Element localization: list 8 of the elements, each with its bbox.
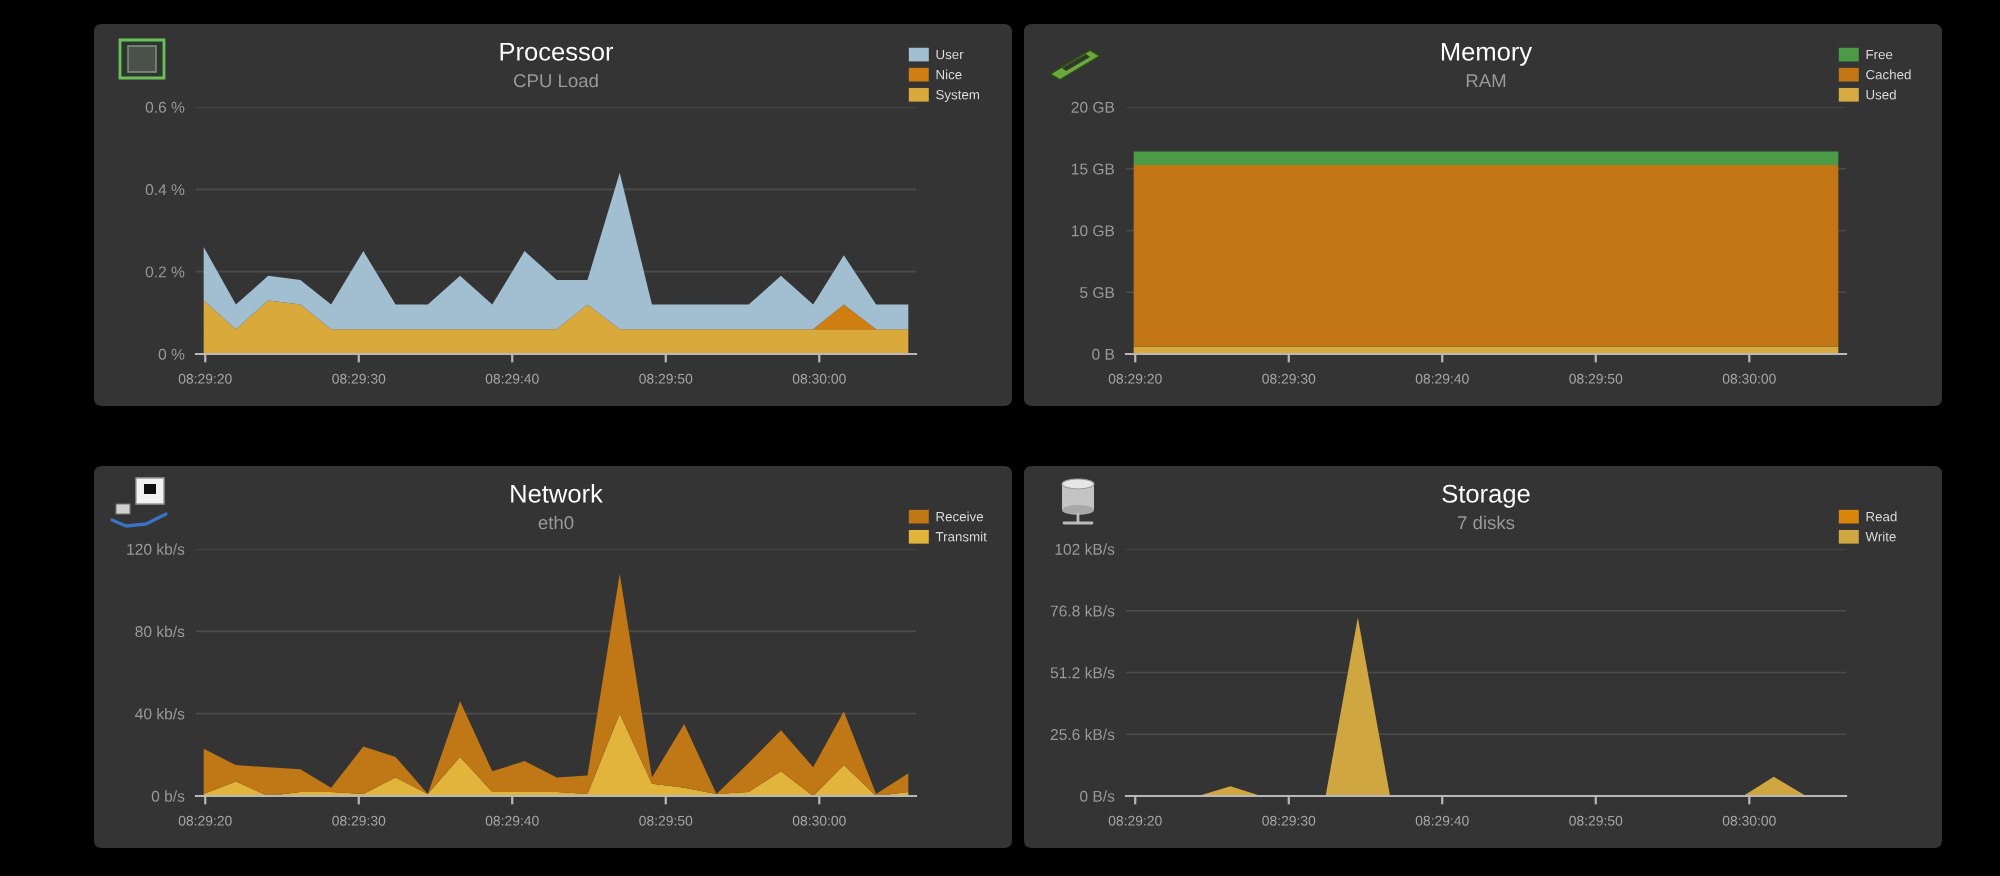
chart-subtitle: 7 disks <box>1457 515 1515 530</box>
chart-subtitle: RAM <box>1466 74 1506 88</box>
chart-title: Storage <box>1442 484 1530 508</box>
chart-title: Memory <box>1441 42 1533 66</box>
chart-subtitle: CPU Load <box>514 73 598 88</box>
chart-title: Network <box>511 483 603 503</box>
chart-title: Processor <box>500 42 614 61</box>
chart-subtitle: eth0 <box>538 515 574 530</box>
